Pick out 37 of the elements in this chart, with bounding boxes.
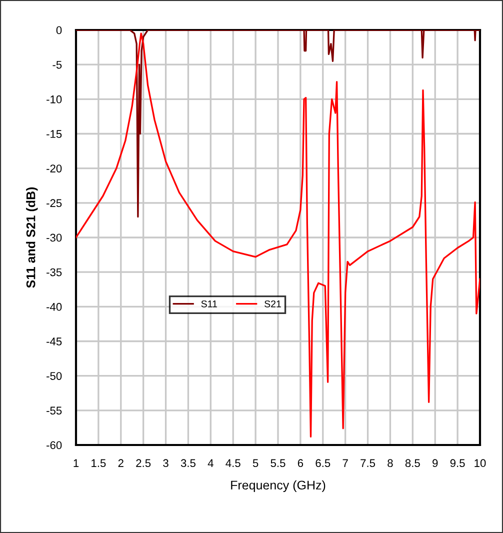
- y-tick-label: -60: [46, 441, 62, 450]
- x-tick-label: 5.5: [270, 459, 286, 468]
- y-tick-label: -55: [46, 406, 62, 415]
- y-axis-title: S11 and S21 (dB): [26, 187, 38, 288]
- y-tick-label: -20: [46, 164, 62, 172]
- y-tick-label: -45: [46, 338, 62, 346]
- y-tick-label: -15: [46, 130, 62, 138]
- y-tick-label: -40: [46, 302, 62, 311]
- x-tick-label: 3: [163, 459, 168, 468]
- y-tick-label: -5: [52, 60, 62, 69]
- x-tick-label: 6.5: [316, 459, 330, 468]
- x-tick-label: 1.5: [92, 459, 106, 468]
- legend-label: S21: [264, 300, 281, 308]
- x-tick-label: 5: [252, 459, 258, 468]
- x-tick-label: 8.5: [405, 459, 420, 468]
- x-tick-label: 9.5: [450, 459, 465, 468]
- x-tick-label: 3.5: [180, 459, 196, 468]
- x-tick-label: 1: [74, 459, 79, 467]
- x-tick-label: 9: [432, 459, 438, 468]
- x-tick-label: 4.5: [226, 459, 240, 468]
- x-tick-label: 2.5: [136, 459, 151, 468]
- x-axis-title: Frequency (GHz): [231, 480, 326, 492]
- x-tick-label: 4: [208, 459, 214, 467]
- y-tick-label: -30: [46, 234, 62, 242]
- x-tick-label: 7: [342, 459, 348, 467]
- x-tick-label: 6: [298, 459, 304, 468]
- line-series: [76, 32, 480, 438]
- x-tick-label: 10: [474, 459, 486, 468]
- x-tick-label: 2: [118, 459, 124, 467]
- y-tick-label: -10: [46, 95, 62, 104]
- y-tick-label: -35: [46, 268, 62, 276]
- y-tick-label: 0: [56, 26, 62, 34]
- x-tick-label: 8: [388, 459, 393, 468]
- x-tick-label: 7.5: [360, 459, 376, 468]
- legend-label: S11: [201, 300, 217, 308]
- y-tick-label: -25: [46, 199, 62, 208]
- y-tick-label: -50: [46, 372, 62, 380]
